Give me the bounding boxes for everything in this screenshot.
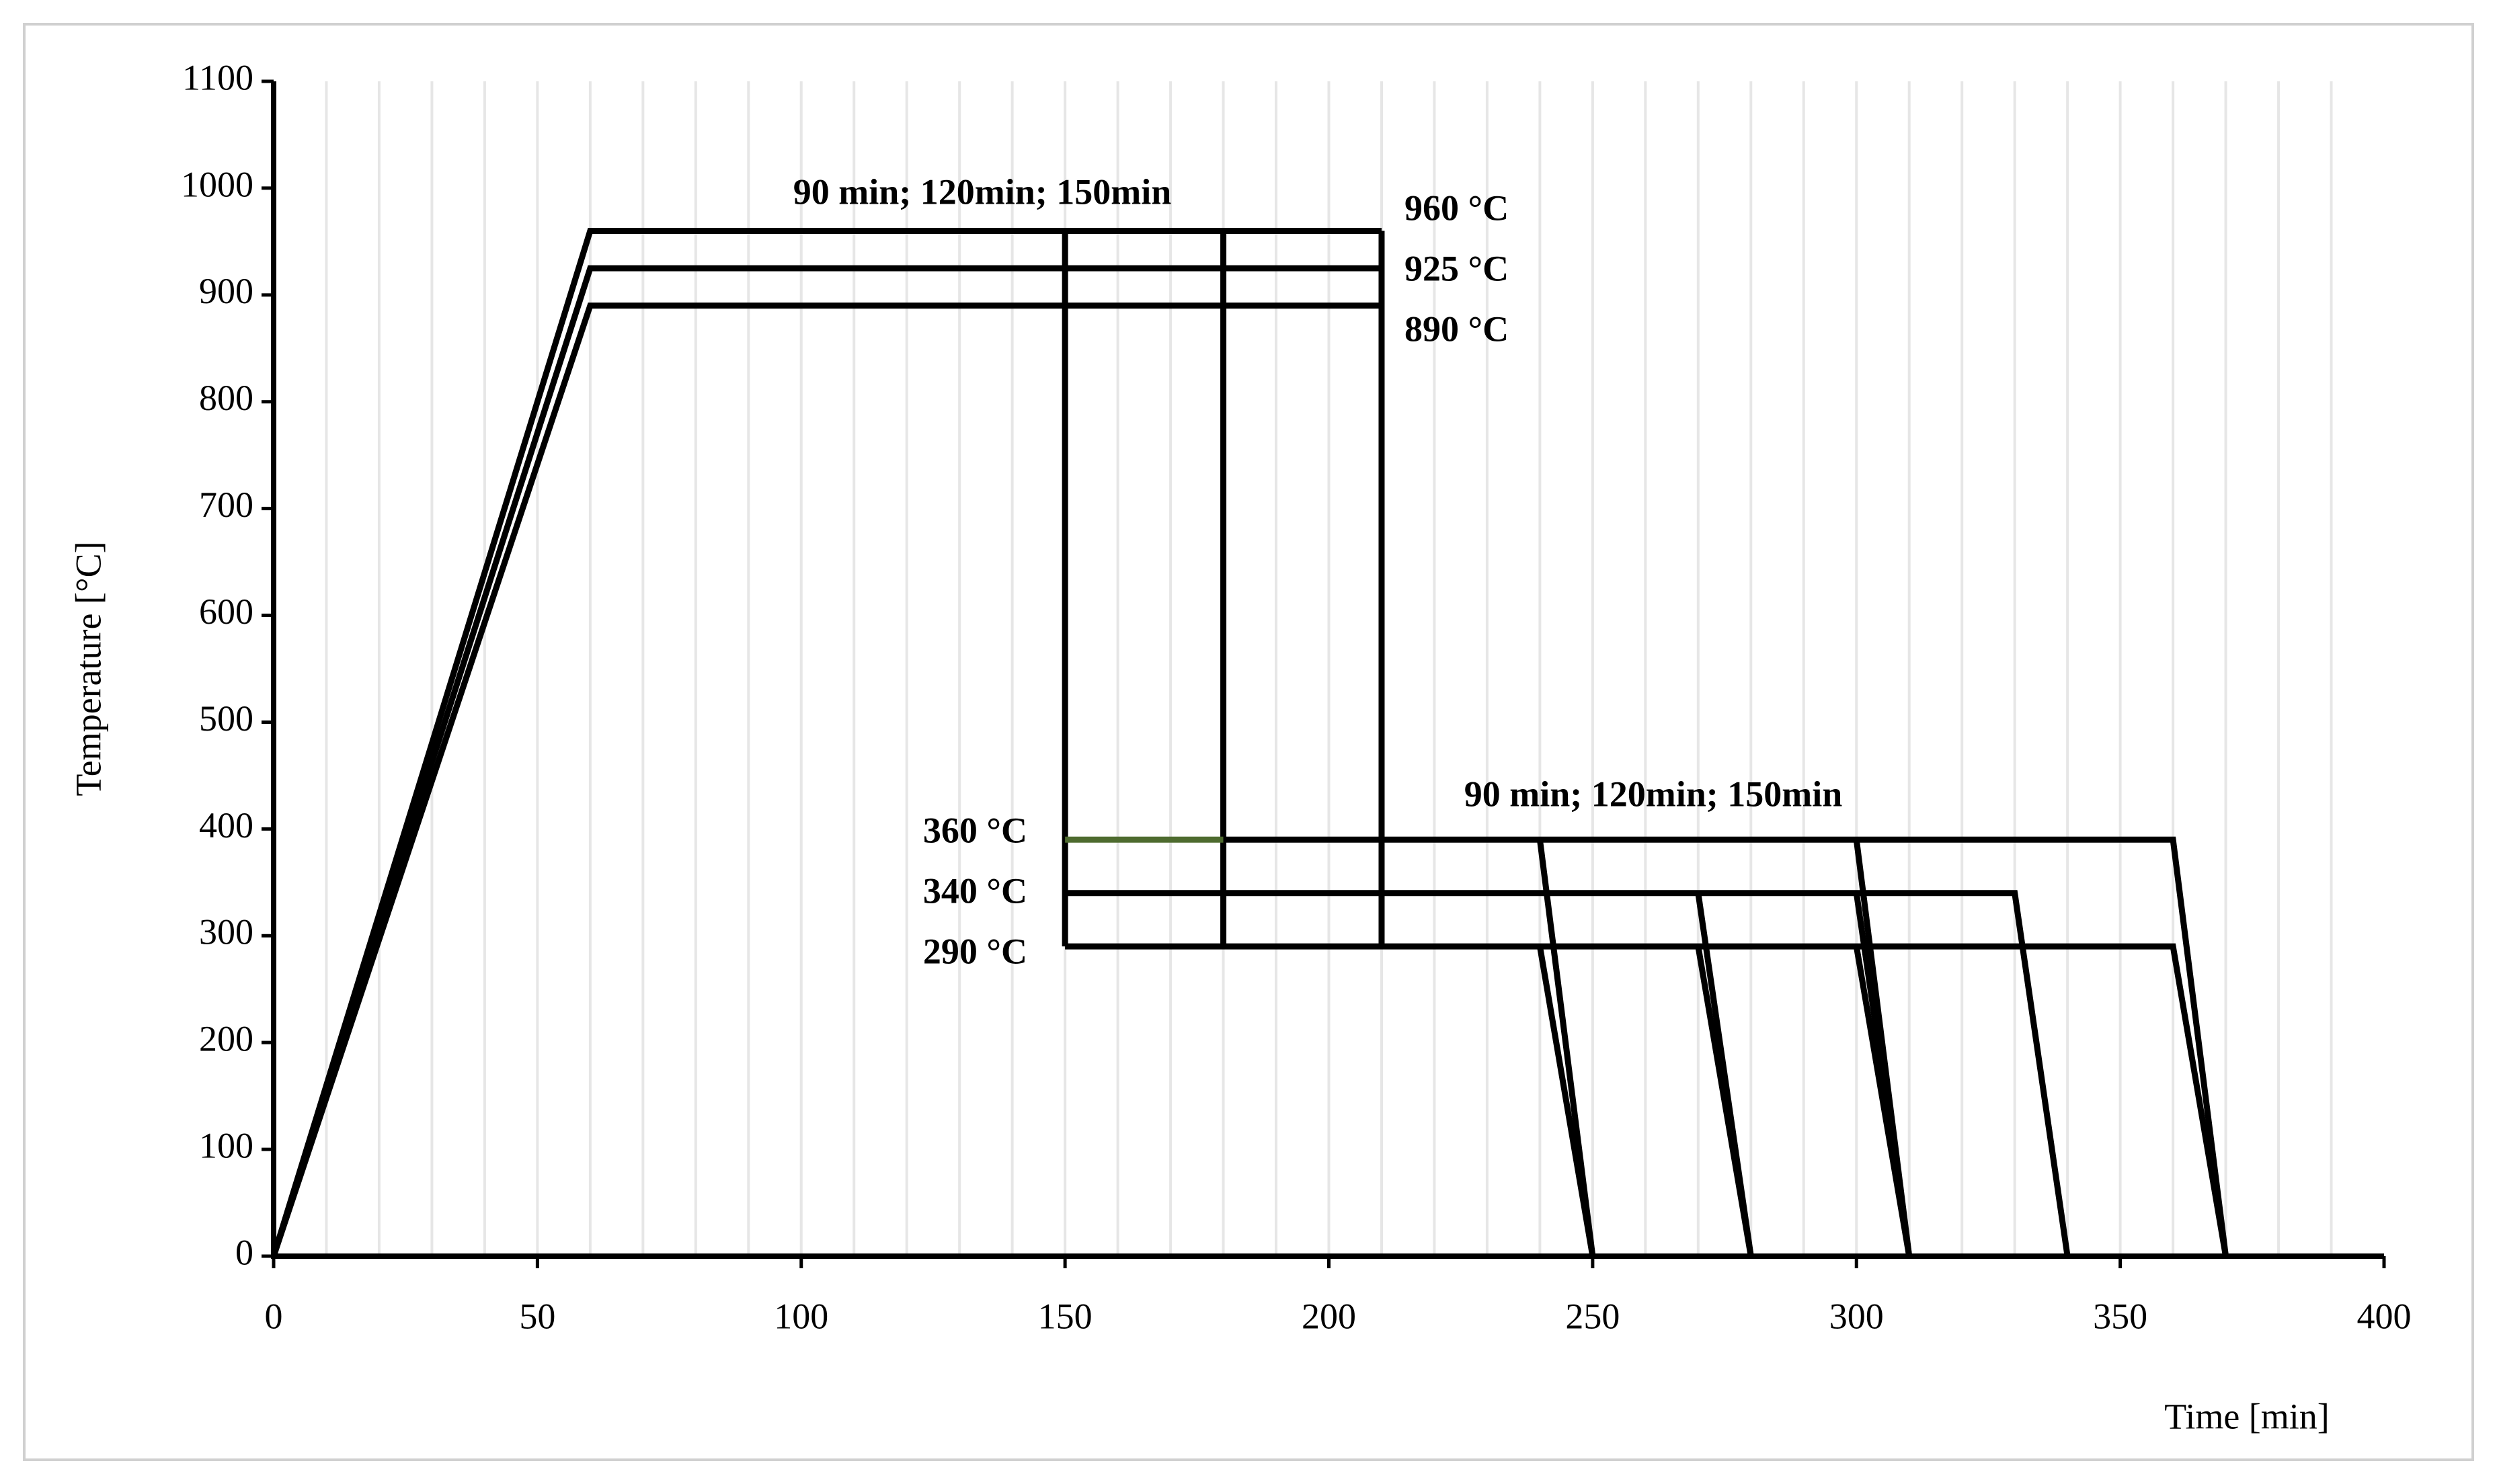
y-tick-label: 800	[199, 378, 253, 418]
x-tick-label: 250	[1565, 1296, 1620, 1336]
line-series	[1695, 946, 1754, 1257]
chart-border	[23, 23, 2474, 1461]
line-series	[270, 265, 1382, 1258]
annotation: 90 min; 120min; 150min	[793, 171, 1172, 212]
x-tick-label: 400	[2357, 1296, 2412, 1336]
line-series	[1065, 943, 2229, 1257]
annotation: 960 °C	[1404, 188, 1509, 228]
y-tick-label: 0	[235, 1232, 253, 1272]
y-tick-label: 200	[199, 1019, 253, 1059]
x-tick-label: 0	[265, 1296, 283, 1336]
y-tick-label: 1100	[182, 57, 253, 97]
y-tick-label: 900	[199, 271, 253, 311]
annotation: 890 °C	[1404, 308, 1509, 349]
x-tick-label: 300	[1829, 1296, 1884, 1336]
x-tick-label: 150	[1038, 1296, 1093, 1336]
y-tick-label: 700	[199, 485, 253, 525]
line-series	[1223, 836, 2229, 1257]
y-axis-title: Temperature [°C]	[68, 541, 108, 796]
annotation: 360 °C	[923, 810, 1027, 850]
x-tick-label: 200	[1302, 1296, 1356, 1336]
x-tick-label: 50	[519, 1296, 555, 1336]
line-series	[1536, 946, 1596, 1257]
y-tick-label: 1000	[181, 164, 253, 204]
line-series	[270, 227, 1382, 1258]
y-tick-label: 100	[199, 1125, 253, 1165]
y-tick-label: 400	[199, 805, 253, 846]
annotation: 290 °C	[923, 931, 1027, 971]
y-tick-label: 600	[199, 591, 253, 632]
x-tick-label: 350	[2093, 1296, 2147, 1336]
y-tick-label: 500	[199, 698, 253, 739]
annotation: 925 °C	[1404, 248, 1509, 288]
line-series	[1065, 890, 2071, 1257]
line-series	[1853, 946, 1913, 1257]
x-tick-label: 100	[774, 1296, 828, 1336]
line-series	[270, 302, 1382, 1258]
annotation: 340 °C	[923, 870, 1027, 911]
x-axis-title: Time [min]	[2164, 1396, 2330, 1436]
annotation: 90 min; 120min; 150min	[1464, 774, 1843, 814]
y-tick-label: 300	[199, 912, 253, 952]
